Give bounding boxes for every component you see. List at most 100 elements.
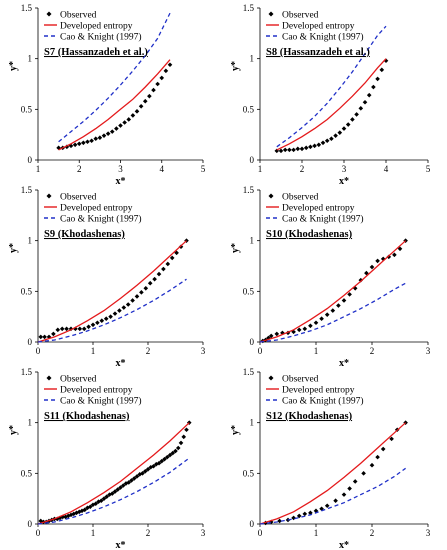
x-tick-label: 5 bbox=[201, 164, 206, 174]
cao-knight-line bbox=[276, 25, 387, 148]
observed-point bbox=[163, 68, 169, 74]
x-axis-label: x* bbox=[339, 176, 349, 187]
y-axis-label: y* bbox=[230, 425, 241, 435]
observed-point bbox=[174, 250, 179, 256]
observed-point bbox=[164, 454, 170, 460]
observed-point bbox=[42, 334, 47, 340]
observed-point bbox=[285, 330, 291, 336]
y-axis-label: y* bbox=[8, 243, 19, 253]
developed-entropy-line bbox=[276, 58, 387, 151]
observed-point bbox=[98, 498, 104, 503]
x-tick-label: 1 bbox=[91, 346, 96, 356]
observed-point bbox=[312, 143, 317, 149]
y-tick-label: 1.5 bbox=[21, 3, 33, 13]
observed-point bbox=[274, 148, 280, 154]
observed-point bbox=[54, 516, 60, 522]
observed-point bbox=[278, 148, 284, 154]
observed-point bbox=[296, 327, 302, 333]
legend-observed-label: Observed bbox=[282, 193, 319, 203]
observed-point bbox=[112, 311, 118, 316]
observed-point bbox=[354, 112, 359, 117]
y-tick-label: 1 bbox=[250, 54, 255, 64]
cao-knight-line bbox=[37, 278, 187, 343]
developed-entropy-line bbox=[259, 422, 407, 525]
legend-cao-label: Cao & Knight (1997) bbox=[282, 32, 364, 43]
x-tick-label: 3 bbox=[201, 528, 206, 538]
observed-point bbox=[143, 285, 149, 291]
legend-developed-label: Developed entropy bbox=[282, 204, 355, 214]
observed-point bbox=[302, 326, 308, 332]
observed-point bbox=[162, 456, 167, 462]
observed-point bbox=[126, 480, 132, 485]
observed-point bbox=[308, 144, 313, 150]
legend-observed-label: Observed bbox=[282, 11, 319, 21]
observed-point bbox=[291, 329, 296, 335]
observed-point bbox=[375, 454, 380, 460]
observed-point bbox=[337, 130, 343, 135]
legend-observed-marker bbox=[46, 375, 52, 381]
x-axis-label: x* bbox=[339, 358, 349, 369]
observed-point bbox=[268, 333, 274, 339]
observed-point bbox=[68, 326, 74, 332]
y-tick-label: 1.5 bbox=[243, 367, 255, 377]
y-tick-label: 1.5 bbox=[243, 185, 255, 195]
observed-point bbox=[345, 122, 351, 127]
observed-point bbox=[68, 143, 74, 149]
observed-point bbox=[295, 146, 301, 152]
observed-point bbox=[330, 308, 336, 313]
x-tick-label: 0 bbox=[36, 346, 41, 356]
observed-point bbox=[147, 93, 152, 99]
observed-point bbox=[118, 123, 123, 128]
observed-point bbox=[333, 498, 338, 503]
developed-entropy-line bbox=[37, 422, 190, 525]
x-tick-label: 2 bbox=[370, 528, 375, 538]
x-tick-label: 2 bbox=[77, 164, 82, 174]
x-tick-label: 3 bbox=[201, 346, 206, 356]
observed-point bbox=[130, 298, 135, 303]
observed-point bbox=[97, 135, 103, 141]
observed-point bbox=[369, 462, 375, 468]
y-axis-label: y* bbox=[230, 243, 241, 253]
legend-observed-marker bbox=[268, 11, 274, 17]
developed-entropy-line bbox=[259, 240, 407, 343]
y-tick-label: 0.5 bbox=[243, 286, 255, 296]
observed-point bbox=[138, 103, 144, 109]
legend-observed-marker bbox=[46, 193, 52, 199]
observed-point bbox=[126, 117, 132, 122]
observed-point bbox=[336, 303, 341, 308]
cao-knight-line bbox=[37, 457, 190, 525]
y-tick-label: 0.5 bbox=[243, 104, 255, 114]
observed-point bbox=[151, 87, 156, 93]
legend-observed-marker bbox=[268, 193, 274, 199]
y-tick-label: 0 bbox=[250, 337, 255, 347]
observed-point bbox=[352, 479, 358, 484]
observed-point bbox=[112, 489, 118, 494]
observed-point bbox=[90, 322, 96, 328]
legend-observed-marker bbox=[268, 375, 274, 381]
observed-point bbox=[140, 471, 145, 476]
y-tick-label: 1 bbox=[250, 236, 255, 246]
y-tick-label: 1 bbox=[28, 54, 33, 64]
observed-point bbox=[125, 302, 131, 307]
legend-cao-label: Cao & Knight (1997) bbox=[282, 214, 364, 225]
x-tick-label: 3 bbox=[342, 164, 347, 174]
observed-point bbox=[134, 294, 140, 299]
developed-entropy-line bbox=[37, 240, 187, 343]
observed-point bbox=[68, 512, 74, 518]
observed-point bbox=[107, 492, 112, 497]
y-tick-label: 1.5 bbox=[21, 185, 33, 195]
legend-cao-label: Cao & Knight (1997) bbox=[60, 396, 142, 407]
observed-point bbox=[86, 324, 91, 330]
y-tick-label: 1 bbox=[28, 418, 33, 428]
observed-point bbox=[114, 126, 119, 131]
observed-point bbox=[178, 440, 184, 446]
panel-title: S9 (Khodashenas) bbox=[44, 229, 125, 240]
observed-point bbox=[320, 140, 326, 146]
observed-point bbox=[159, 458, 165, 464]
x-tick-label: 3 bbox=[426, 528, 431, 538]
observed-point bbox=[81, 140, 86, 146]
observed-point bbox=[313, 320, 319, 326]
